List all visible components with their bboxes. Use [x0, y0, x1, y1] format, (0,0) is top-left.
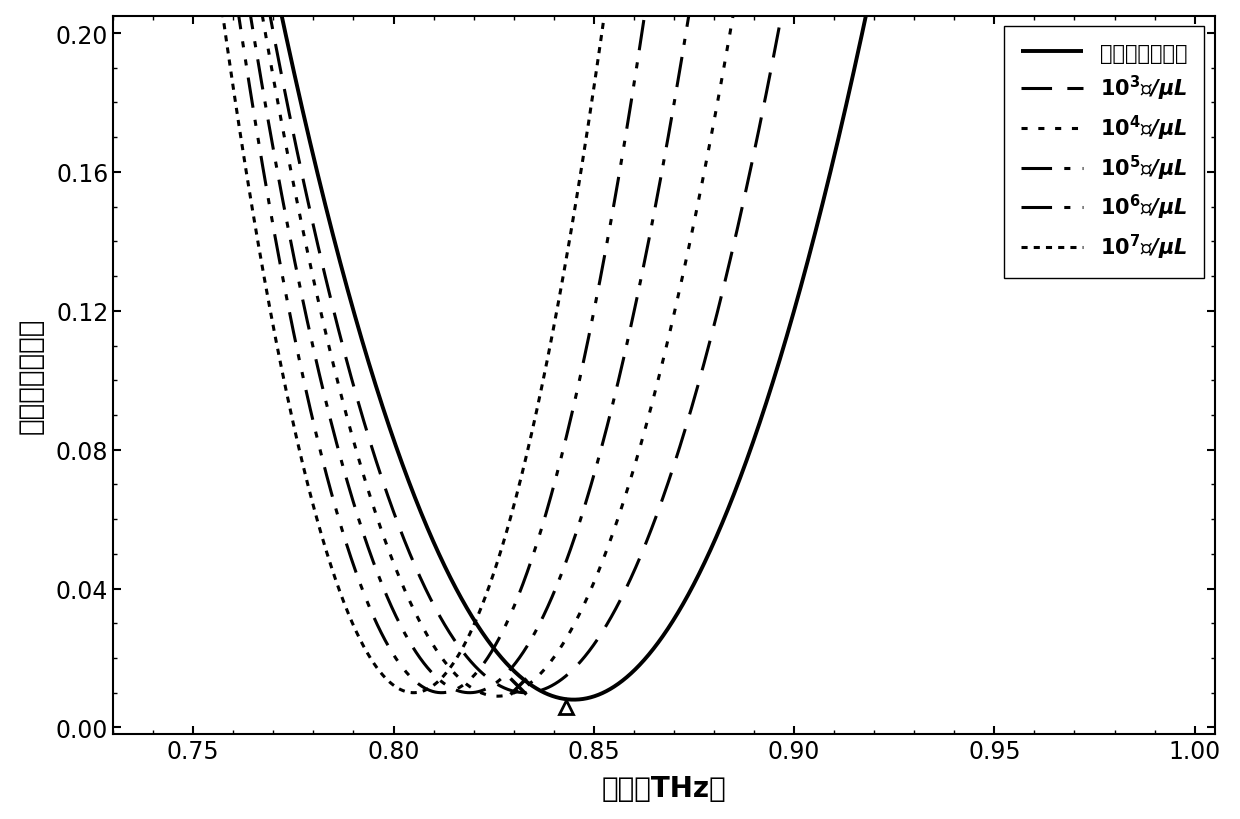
Legend: 空白功能化芯片, $\mathbf{10^3}$个/μL, $\mathbf{10^4}$个/μL, $\mathbf{10^5}$个/μL, $\mathbf: 空白功能化芯片, $\mathbf{10^3}$个/μL, $\mathbf{1… — [1004, 27, 1204, 278]
X-axis label: 频率（THz）: 频率（THz） — [601, 775, 727, 803]
Y-axis label: 归一化反射信号: 归一化反射信号 — [16, 318, 45, 434]
